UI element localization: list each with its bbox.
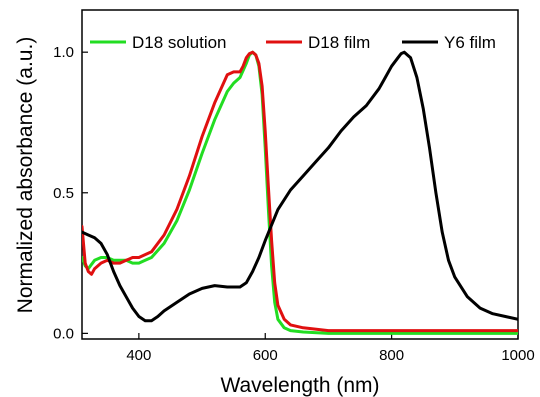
y-tick-label: 1.0 (53, 44, 74, 61)
series-layer (82, 50, 518, 335)
plot-frame (81, 9, 519, 340)
legend-label-1: D18 solution (132, 33, 227, 52)
series-line-1 (82, 50, 518, 335)
x-axis-label: Wavelength (nm) (220, 374, 379, 397)
x-tick-label: 600 (253, 347, 278, 364)
y-tick-label: 0.5 (53, 185, 74, 202)
series-line-2 (82, 50, 518, 333)
legend-label-3: Y6 film (444, 33, 496, 52)
y-tick-label: 0.0 (53, 325, 74, 342)
legend-label-2: D18 film (308, 33, 370, 52)
axis-ticks: 400 600 800 1000 0.0 0.5 1.0 (53, 44, 535, 364)
x-tick-label: 800 (379, 347, 404, 364)
series-line-3 (82, 50, 518, 323)
x-tick-label: 1000 (501, 347, 534, 364)
y-axis-label: Normalized absorbance (a.u.) (14, 37, 37, 314)
legend: D18 solution D18 film Y6 film (90, 33, 496, 52)
x-tick-label: 400 (126, 347, 151, 364)
